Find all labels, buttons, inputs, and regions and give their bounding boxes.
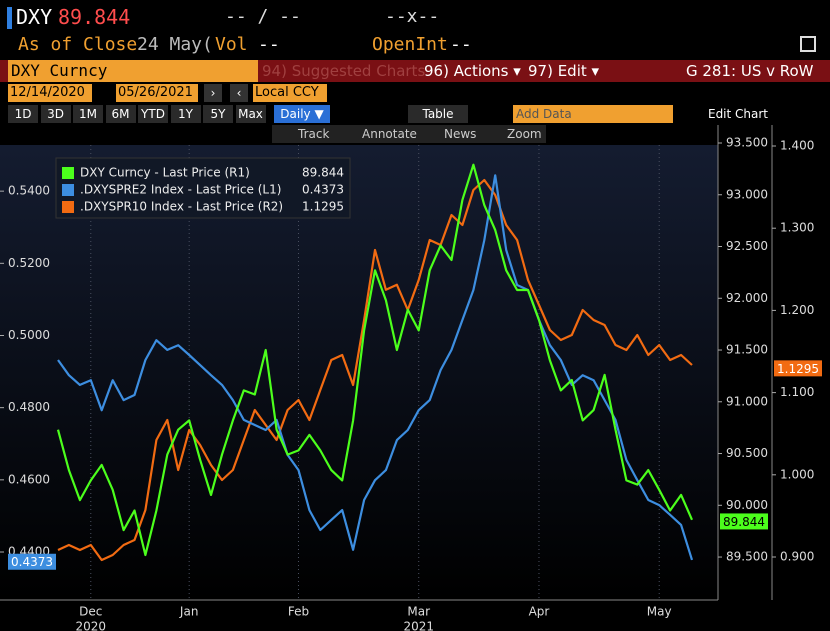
period-button[interactable]: 1D: [8, 105, 38, 123]
prev-button[interactable]: ‹: [230, 84, 248, 102]
x-tick-label: Mar: [407, 605, 430, 619]
legend-swatch: [62, 167, 74, 179]
currency[interactable]: Local CCY: [253, 84, 327, 102]
tool-button[interactable]: News: [444, 127, 477, 141]
period-button[interactable]: 3D: [40, 105, 71, 123]
window-icon[interactable]: [800, 36, 816, 52]
ticker: DXY: [16, 5, 53, 29]
legend-swatch: [62, 201, 74, 213]
last-value-label: 0.4373: [11, 555, 53, 569]
period-button[interactable]: 1M: [73, 105, 103, 123]
legend-swatch: [62, 184, 74, 196]
period-button[interactable]: 5Y: [203, 105, 233, 123]
y2-tick-label: 89.500: [726, 550, 768, 564]
y3-tick-label: 1.100: [780, 385, 814, 399]
start-date[interactable]: 12/14/2020: [8, 84, 92, 102]
suggested-charts[interactable]: 94) Suggested Charts: [262, 62, 426, 80]
price: 89.844: [58, 5, 131, 29]
legend-box: [55, 157, 351, 219]
x-tick-label: Jan: [179, 605, 199, 619]
y2-tick-label: 91.500: [726, 343, 768, 357]
y-tick-label: 0.5000: [8, 328, 50, 342]
legend-label: .DXYSPR10 Index - Last Price (R2): [80, 200, 283, 214]
end-date[interactable]: 05/26/2021: [116, 84, 198, 102]
y2-tick-label: 92.000: [726, 291, 768, 305]
y-tick-label: 0.4800: [8, 400, 50, 414]
edit-chart[interactable]: Edit Chart: [700, 105, 776, 123]
last-value-label: 1.1295: [777, 362, 819, 376]
y3-tick-label: 1.000: [780, 467, 814, 481]
x-tick-label: Apr: [529, 605, 550, 619]
bid-ask: -- / --: [225, 6, 301, 27]
y-tick-label: 0.5200: [8, 256, 50, 270]
y-tick-label: 0.5400: [8, 184, 50, 198]
x-tick-label: May: [647, 605, 672, 619]
y-tick-label: 0.4600: [8, 472, 50, 486]
y2-tick-label: 92.500: [726, 239, 768, 253]
legend-value: 1.1295: [302, 200, 344, 214]
ticker-marker: [7, 7, 12, 29]
open-interest-label: OpenInt: [372, 34, 448, 55]
volume: --: [258, 34, 280, 55]
next-button[interactable]: ›: [204, 84, 222, 102]
actions-menu[interactable]: 96) Actions ▾: [424, 62, 521, 80]
series-line: [57, 178, 693, 562]
x-year-label: 2021: [403, 620, 434, 631]
open-interest: --: [450, 34, 472, 55]
as-of: As of Close: [18, 34, 138, 55]
y3-tick-label: 1.200: [780, 303, 814, 317]
security-field[interactable]: DXY Curncy: [8, 60, 258, 82]
x-tick-label: Feb: [288, 605, 309, 619]
period-button[interactable]: 6M: [105, 105, 136, 123]
y2-tick-label: 93.000: [726, 187, 768, 201]
tool-button[interactable]: Zoom: [507, 127, 542, 141]
legend-label: DXY Curncy - Last Price (R1): [80, 166, 250, 180]
x-year-label: 2020: [76, 620, 107, 631]
y3-tick-label: 1.400: [780, 139, 814, 153]
tool-button[interactable]: Track: [298, 127, 330, 141]
y3-tick-label: 1.300: [780, 221, 814, 235]
period-button[interactable]: Max: [235, 105, 266, 123]
add-data[interactable]: Add Data: [513, 105, 673, 123]
frequency[interactable]: Daily ▼: [274, 105, 330, 123]
last-value-label: 89.844: [723, 515, 765, 529]
period-button[interactable]: YTD: [138, 105, 168, 123]
y2-tick-label: 90.500: [726, 446, 768, 460]
legend-value: 0.4373: [302, 183, 344, 197]
as-of-date: 24 May(: [137, 34, 213, 55]
edit-menu[interactable]: 97) Edit ▾: [528, 62, 600, 80]
last-value-tag: [774, 360, 822, 377]
legend-value: 89.844: [302, 166, 344, 180]
y2-tick-label: 90.000: [726, 498, 768, 512]
chart-name: G 281: US v RoW: [686, 62, 814, 80]
last-value-tag: [8, 553, 56, 570]
y3-tick-label: 0.900: [780, 550, 814, 564]
volume-label: Vol: [215, 34, 248, 55]
series-line: [56, 163, 694, 557]
y2-tick-label: 93.500: [726, 136, 768, 150]
x-tick-label: Dec: [79, 605, 102, 619]
tools-bar: [272, 125, 546, 143]
tool-button[interactable]: Annotate: [362, 127, 417, 141]
legend-label: .DXYSPRE2 Index - Last Price (L1): [80, 183, 281, 197]
table-button[interactable]: Table: [408, 105, 468, 123]
y2-tick-label: 91.000: [726, 394, 768, 408]
spread: --x--: [385, 6, 440, 27]
period-button[interactable]: 1Y: [170, 105, 201, 123]
series-line: [57, 174, 694, 561]
last-value-tag: [720, 513, 768, 530]
